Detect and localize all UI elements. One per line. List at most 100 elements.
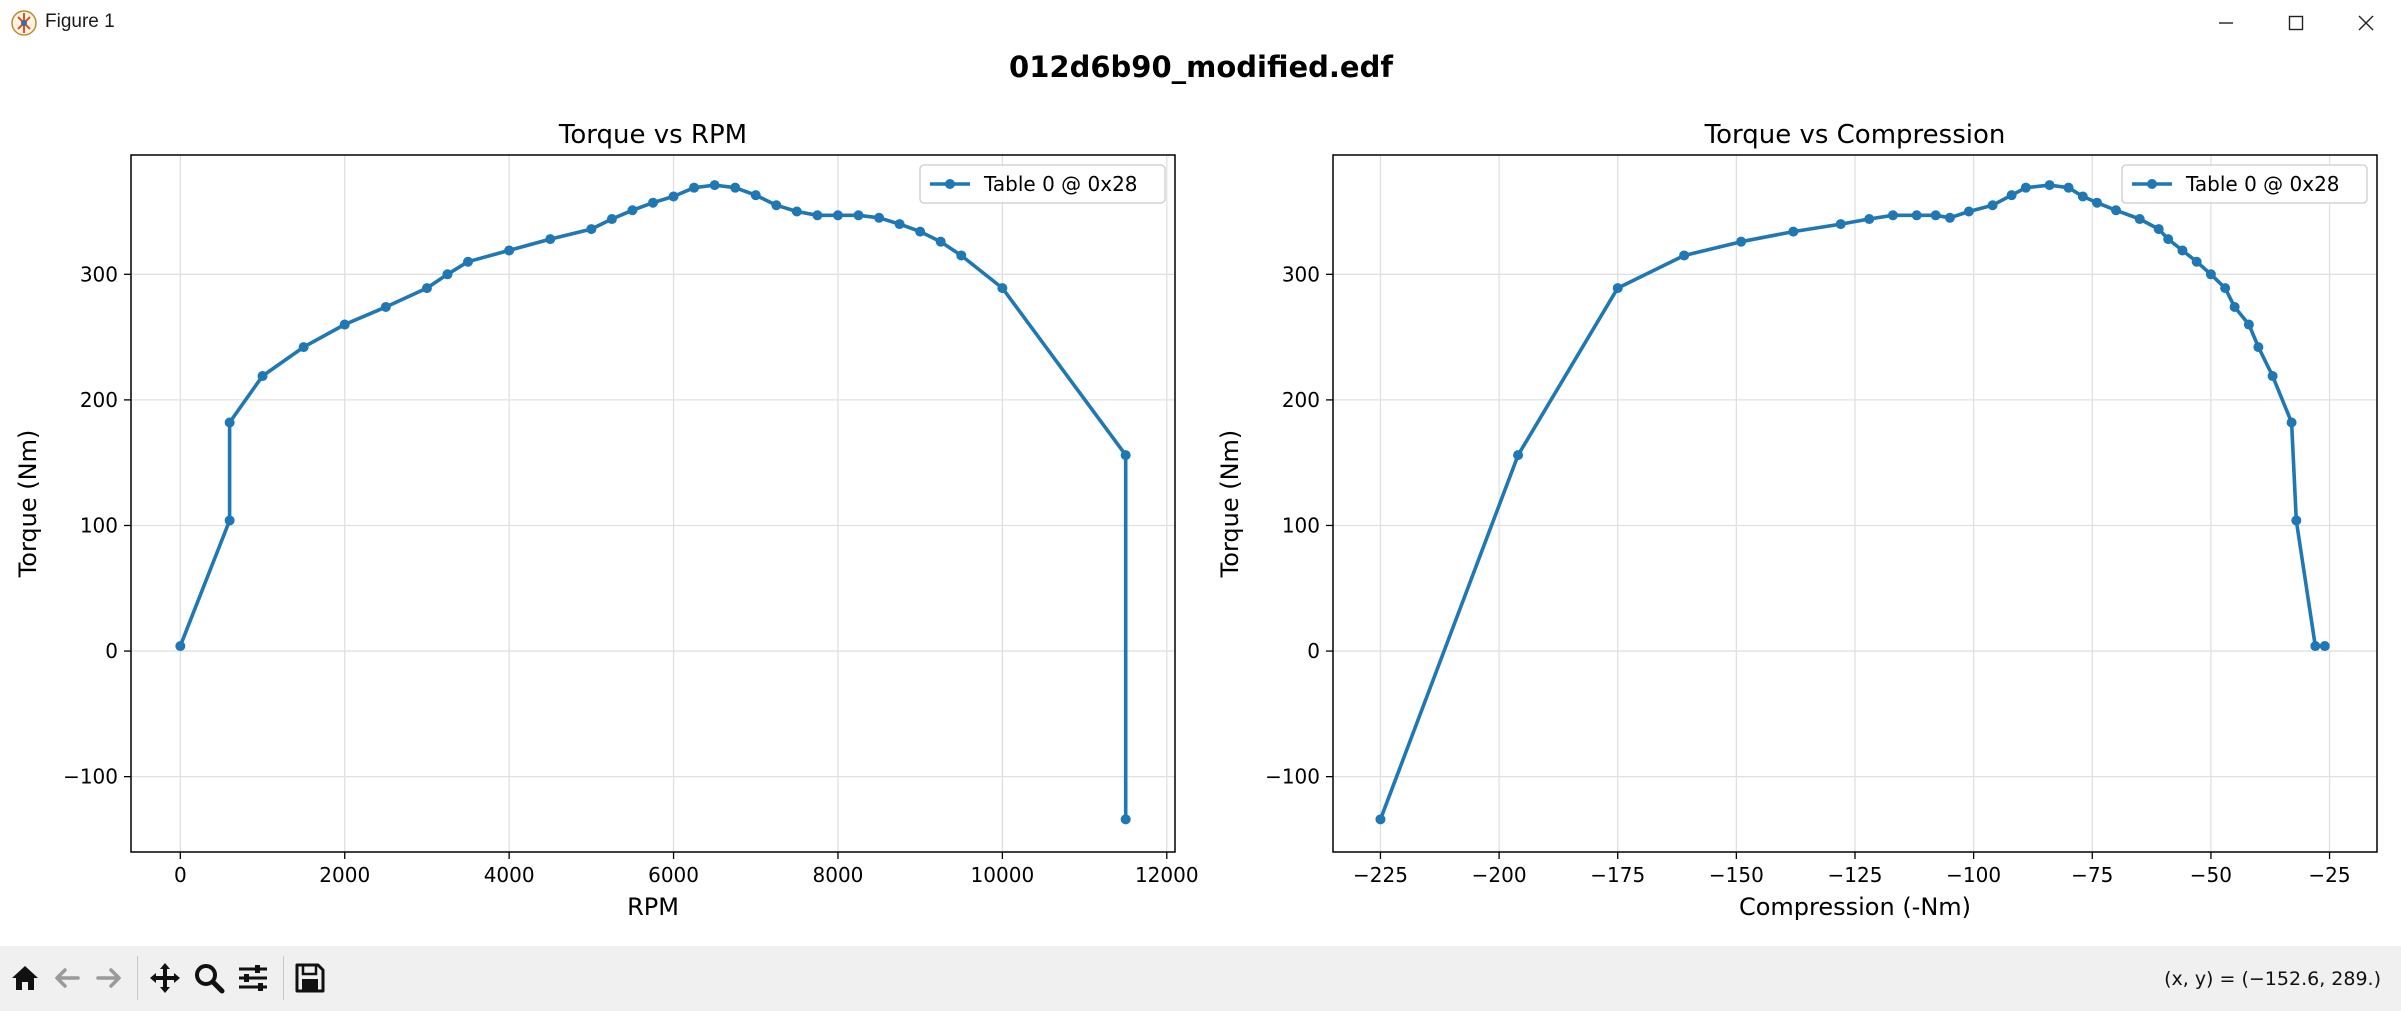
legend: Table 0 @ 0x28 [919,164,1166,204]
data-point [2205,269,2216,280]
legend: Table 0 @ 0x28 [2121,164,2368,204]
data-point [442,269,453,280]
data-point [2191,256,2202,267]
data-point [2177,245,2188,256]
minimize-button[interactable] [2191,0,2261,46]
data-point [956,250,967,261]
data-point [1513,450,1524,461]
data-point [1736,236,1747,247]
maximize-button[interactable] [2261,0,2331,46]
data-point [648,197,658,208]
subplot-2[interactable]: −225 −200 −175 −150 −125 −100 −75 −50 −25 −100 0 10… [1216,120,2378,921]
data-point [421,283,432,294]
title-bar: Figure 1 [0,0,2401,47]
data-point [2006,190,2017,201]
data-point [463,256,474,267]
back-arrow-icon [55,968,80,988]
data-point [2310,641,2321,652]
maximize-icon [2288,15,2304,31]
forward-button[interactable] [89,958,129,998]
data-point [2229,301,2240,312]
data-point [1930,210,1941,221]
data-point [2319,641,2330,652]
data-point [750,190,761,201]
data-point [2044,180,2055,191]
figure-svg: 012d6b90_modified.edf 0 2000 4000 6000 8000 1… [14,50,2378,921]
data-point [1120,814,1131,825]
y-axis-label: Torque (Nm) [1216,430,1244,579]
data-point [1375,814,1386,825]
pan-button[interactable] [145,958,185,998]
x-tick-label: −200 [1472,863,1527,887]
data-point [1963,206,1974,217]
data-point [1788,226,1799,237]
data-point [2092,197,2103,208]
data-point [791,206,802,217]
subplot-title: Torque vs RPM [558,120,747,150]
y-tick-label: 100 [80,513,118,537]
data-point [832,210,843,221]
data-point [224,515,235,526]
zoom-button[interactable] [189,958,229,998]
data-point [2063,182,2074,193]
zoom-icon [195,964,225,994]
legend-box [919,164,1166,204]
configure-subplots-button[interactable] [233,958,273,998]
data-point [709,180,720,191]
data-point [730,182,741,193]
figure-suptitle: 012d6b90_modified.edf [1009,50,1393,84]
back-button[interactable] [47,958,87,998]
data-point [1120,450,1131,461]
x-tick-label: −225 [1353,863,1408,887]
data-point [1679,250,1690,261]
series-line [178,183,1128,820]
axes-frame [1332,154,2378,853]
y-tick-label: 100 [1282,513,1320,537]
legend-marker [945,179,955,189]
axes-frame [130,154,1176,853]
data-point [2111,205,2121,216]
save-icon [295,963,325,993]
x-tick-label: 6000 [648,863,699,887]
save-button[interactable] [290,958,330,998]
pan-icon [150,963,180,993]
y-tick-label: 0 [1307,639,1320,663]
legend-label: Table 0 @ 0x28 [983,172,1138,196]
data-point [2163,234,2174,245]
data-point [175,641,186,652]
legend-box [2121,164,2368,204]
home-icon [12,966,38,990]
figure-canvas[interactable]: 012d6b90_modified.edf 0 2000 4000 6000 8000 1… [0,46,2401,946]
subplot-title: Torque vs Compression [1704,120,2006,150]
data-point [1987,200,1998,211]
minimize-icon [2219,22,2233,24]
data-point [1612,283,1623,294]
data-point [2020,182,2031,193]
data-point [2243,319,2254,330]
data-point [2077,191,2088,202]
close-button[interactable] [2331,0,2401,46]
data-point [2134,214,2145,225]
data-point [1864,214,1875,225]
x-tick-label: −150 [1709,863,1764,887]
data-point [586,224,597,235]
x-tick-label: −175 [1590,863,1645,887]
data-point [380,301,391,312]
y-tick-label: −100 [1265,765,1320,789]
data-point [627,205,638,216]
data-point [689,182,700,193]
data-point [853,210,864,221]
data-point [935,236,946,247]
data-point [1887,210,1898,221]
x-tick-label: 8000 [813,863,864,887]
x-axis-label: Compression (-Nm) [1739,893,1971,921]
y-tick-label: 200 [80,388,118,412]
toolbar-separator [283,956,284,1000]
data-point [771,200,782,211]
data-point [812,210,823,221]
data-point [2291,515,2302,526]
subplot-1[interactable]: 0 2000 4000 6000 8000 10000 12000 −100 0 100 200 30… [14,120,1199,921]
home-button[interactable] [5,958,45,998]
navigation-toolbar: (x, y) = (−152.6, 289.) [0,946,2401,1011]
data-point [224,417,235,428]
